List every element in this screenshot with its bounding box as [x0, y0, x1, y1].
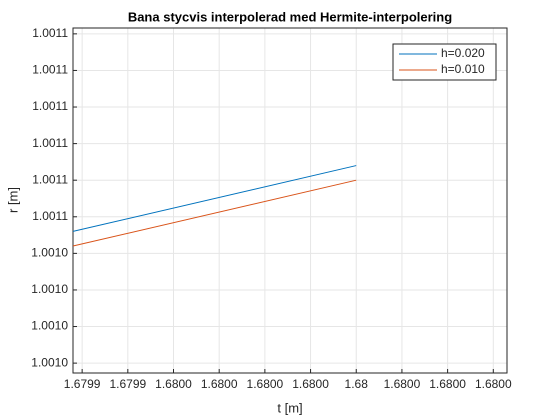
x-tick-label: 1.6800 [201, 377, 238, 391]
x-tick-label: 1.6799 [109, 377, 146, 391]
x-tick-label: 1.6800 [384, 377, 421, 391]
y-tick-label: 1.0010 [31, 355, 68, 369]
y-tick-label: 1.0011 [32, 209, 68, 223]
x-tick-label: 1.6800 [247, 377, 284, 391]
x-tick-label: 1.6800 [429, 377, 466, 391]
x-tick-label: 1.6799 [64, 377, 101, 391]
chart-title: Bana stycvis interpolerad med Hermite-in… [128, 9, 452, 24]
x-tick-label: 1.6800 [475, 377, 512, 391]
y-tick-label: 1.0010 [31, 319, 68, 333]
y-tick-label: 1.0011 [32, 63, 68, 77]
x-tick-label: 1.6800 [155, 377, 192, 391]
x-tick-label: 1.6800 [292, 377, 329, 391]
y-tick-label: 1.0011 [32, 26, 68, 40]
legend-label: h=0.020 [441, 46, 485, 60]
axes-box [72, 27, 508, 374]
x-axis-label: t [m] [277, 400, 302, 415]
plot-area [73, 28, 507, 373]
y-tick-label: 1.0011 [32, 136, 68, 150]
y-axis-label: r [m] [5, 187, 20, 213]
x-tick-label: 1.68 [345, 377, 369, 391]
y-tick-label: 1.0011 [32, 172, 68, 186]
line-series [72, 165, 357, 232]
legend-label: h=0.010 [441, 62, 485, 76]
y-tick-label: 1.0010 [31, 282, 68, 296]
y-tick-label: 1.0011 [32, 99, 68, 113]
line-series [72, 179, 357, 247]
y-tick-label: 1.0010 [31, 246, 68, 260]
legend-box [392, 43, 497, 81]
